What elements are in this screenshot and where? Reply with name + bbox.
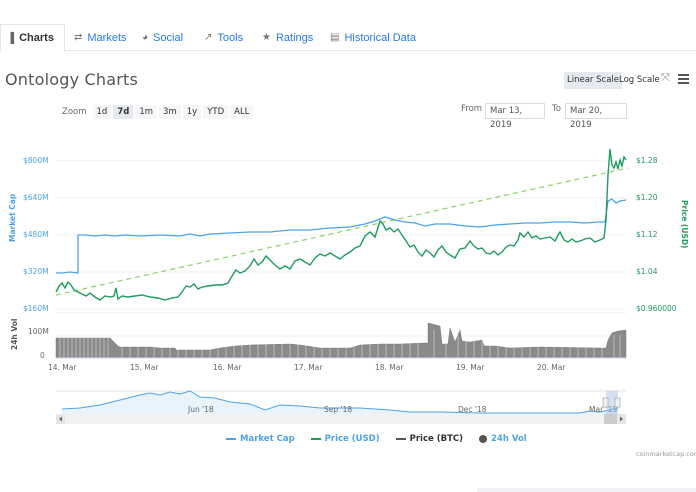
navigator[interactable]: Jun '18 Sep '18 Dec '18 Mar '19 [56, 390, 626, 420]
navigator-left-handle[interactable] [602, 397, 609, 408]
wrench-icon: ↗ [204, 32, 213, 43]
legend-price-usd[interactable]: Price (USD) [310, 434, 380, 444]
zoom-7d-button[interactable]: 7d [113, 105, 134, 119]
zoom-1m-button[interactable]: 1m [135, 105, 158, 119]
svg-text:17. Mar: 17. Mar [294, 363, 323, 372]
tab-tools[interactable]: ↗ Tools [204, 31, 244, 44]
price-usd-swatch-icon [310, 438, 321, 440]
calendar-icon: ▤ [330, 32, 340, 43]
scrollbar[interactable] [56, 414, 626, 424]
tab-ratings[interactable]: ★ Ratings [262, 31, 314, 44]
star-icon: ★ [262, 32, 271, 43]
globe-icon: ◕ [142, 32, 149, 43]
tab-charts[interactable]: ▐ Charts [0, 24, 65, 52]
zoom-1d-button[interactable]: 1d [92, 105, 112, 119]
tab-historical-data[interactable]: ▤ Historical Data [330, 31, 416, 44]
trendline [55, 167, 629, 296]
from-date-input[interactable]: Mar 13, 2019 [485, 103, 545, 130]
svg-text:Market Cap: Market Cap [8, 193, 17, 242]
zoom-1y-button[interactable]: 1y [182, 105, 202, 119]
svg-text:$1.20: $1.20 [636, 193, 658, 202]
to-label: To [552, 104, 561, 114]
tab-social[interactable]: ◕ Social [142, 31, 184, 44]
svg-text:$480M: $480M [23, 230, 49, 239]
exchange-icon: ⇄ [74, 32, 83, 43]
svg-text:Jun '18: Jun '18 [187, 405, 214, 414]
svg-text:$1.28: $1.28 [636, 156, 658, 165]
scroll-thumb[interactable] [604, 414, 617, 424]
zoom-ytd-button[interactable]: YTD [203, 105, 229, 119]
svg-text:$1.12: $1.12 [636, 230, 658, 239]
bar-chart-icon: ▐ [7, 32, 15, 44]
chart-legend: Market Cap Price (USD) Price (BTC) 24h V… [226, 434, 527, 444]
legend-24h-vol[interactable]: 24h Vol [479, 434, 527, 444]
left-axis-market-cap: $800M $640M $480M $320M $160M Market Cap [8, 156, 49, 313]
tab-markets[interactable]: ⇄ Markets [74, 31, 127, 44]
fullscreen-icon[interactable]: ⤧ [661, 72, 670, 84]
tab-bar: ▐ Charts ⇄ Markets ◕ Social ↗ Tools ★ Ra… [0, 24, 696, 52]
navigator-right-handle[interactable] [614, 397, 621, 408]
credit-link[interactable]: coinmarketcap.com [636, 450, 696, 458]
volume-dot-icon [479, 435, 488, 443]
svg-text:16. Mar: 16. Mar [213, 363, 242, 372]
footer-strip [477, 488, 696, 492]
svg-text:Mar '19: Mar '19 [589, 405, 617, 414]
svg-text:Price (USD): Price (USD) [680, 200, 689, 248]
hamburger-menu-icon[interactable] [678, 74, 689, 84]
x-axis: 14. Mar 15. Mar 16. Mar 17. Mar 18. Mar … [48, 363, 566, 372]
market-cap-swatch-icon [226, 438, 236, 440]
price-chart[interactable]: $800M $640M $480M $320M $160M Market Cap… [0, 130, 696, 430]
market-cap-line [56, 198, 627, 274]
svg-text:14. Mar: 14. Mar [48, 363, 77, 372]
svg-text:$0.960000: $0.960000 [636, 304, 677, 313]
svg-text:$320M: $320M [23, 267, 49, 276]
to-date-input[interactable]: Mar 20, 2019 [565, 103, 627, 130]
svg-text:$800M: $800M [23, 156, 49, 165]
svg-text:24h Vol: 24h Vol [10, 318, 19, 350]
gridlines [56, 160, 626, 310]
svg-text:$640M: $640M [23, 193, 49, 202]
zoom-label: Zoom [62, 107, 87, 117]
zoom-all-button[interactable]: ALL [230, 105, 254, 119]
svg-text:19. Mar: 19. Mar [456, 363, 485, 372]
volume-panel: 100M 0 24h Vol [10, 312, 627, 360]
svg-text:$1.04: $1.04 [636, 267, 658, 276]
svg-text:Dec '18: Dec '18 [458, 405, 487, 414]
linear-scale-button[interactable]: Linear Scale [564, 72, 622, 89]
svg-text:Sep '18: Sep '18 [324, 405, 352, 414]
price-usd-line [55, 148, 627, 301]
from-label: From [461, 104, 483, 114]
zoom-selector: Zoom 1d 7d 1m 3m 1y YTD ALL [62, 105, 254, 119]
page-title: Ontology Charts [5, 70, 139, 89]
right-axis-price: $1.28 $1.20 $1.12 $1.04 $0.960000 Price … [636, 156, 689, 313]
svg-text:20. Mar: 20. Mar [537, 363, 566, 372]
legend-price-btc[interactable]: Price (BTC) [395, 434, 463, 444]
log-scale-button[interactable]: Log Scale [619, 75, 660, 85]
legend-market-cap[interactable]: Market Cap [226, 434, 295, 444]
price-btc-swatch-icon [395, 438, 406, 440]
svg-text:0: 0 [40, 351, 45, 360]
svg-text:18. Mar: 18. Mar [375, 363, 404, 372]
svg-text:100M: 100M [28, 327, 49, 336]
svg-text:$160M: $160M [23, 304, 49, 313]
svg-text:15. Mar: 15. Mar [130, 363, 159, 372]
zoom-3m-button[interactable]: 3m [159, 105, 181, 119]
